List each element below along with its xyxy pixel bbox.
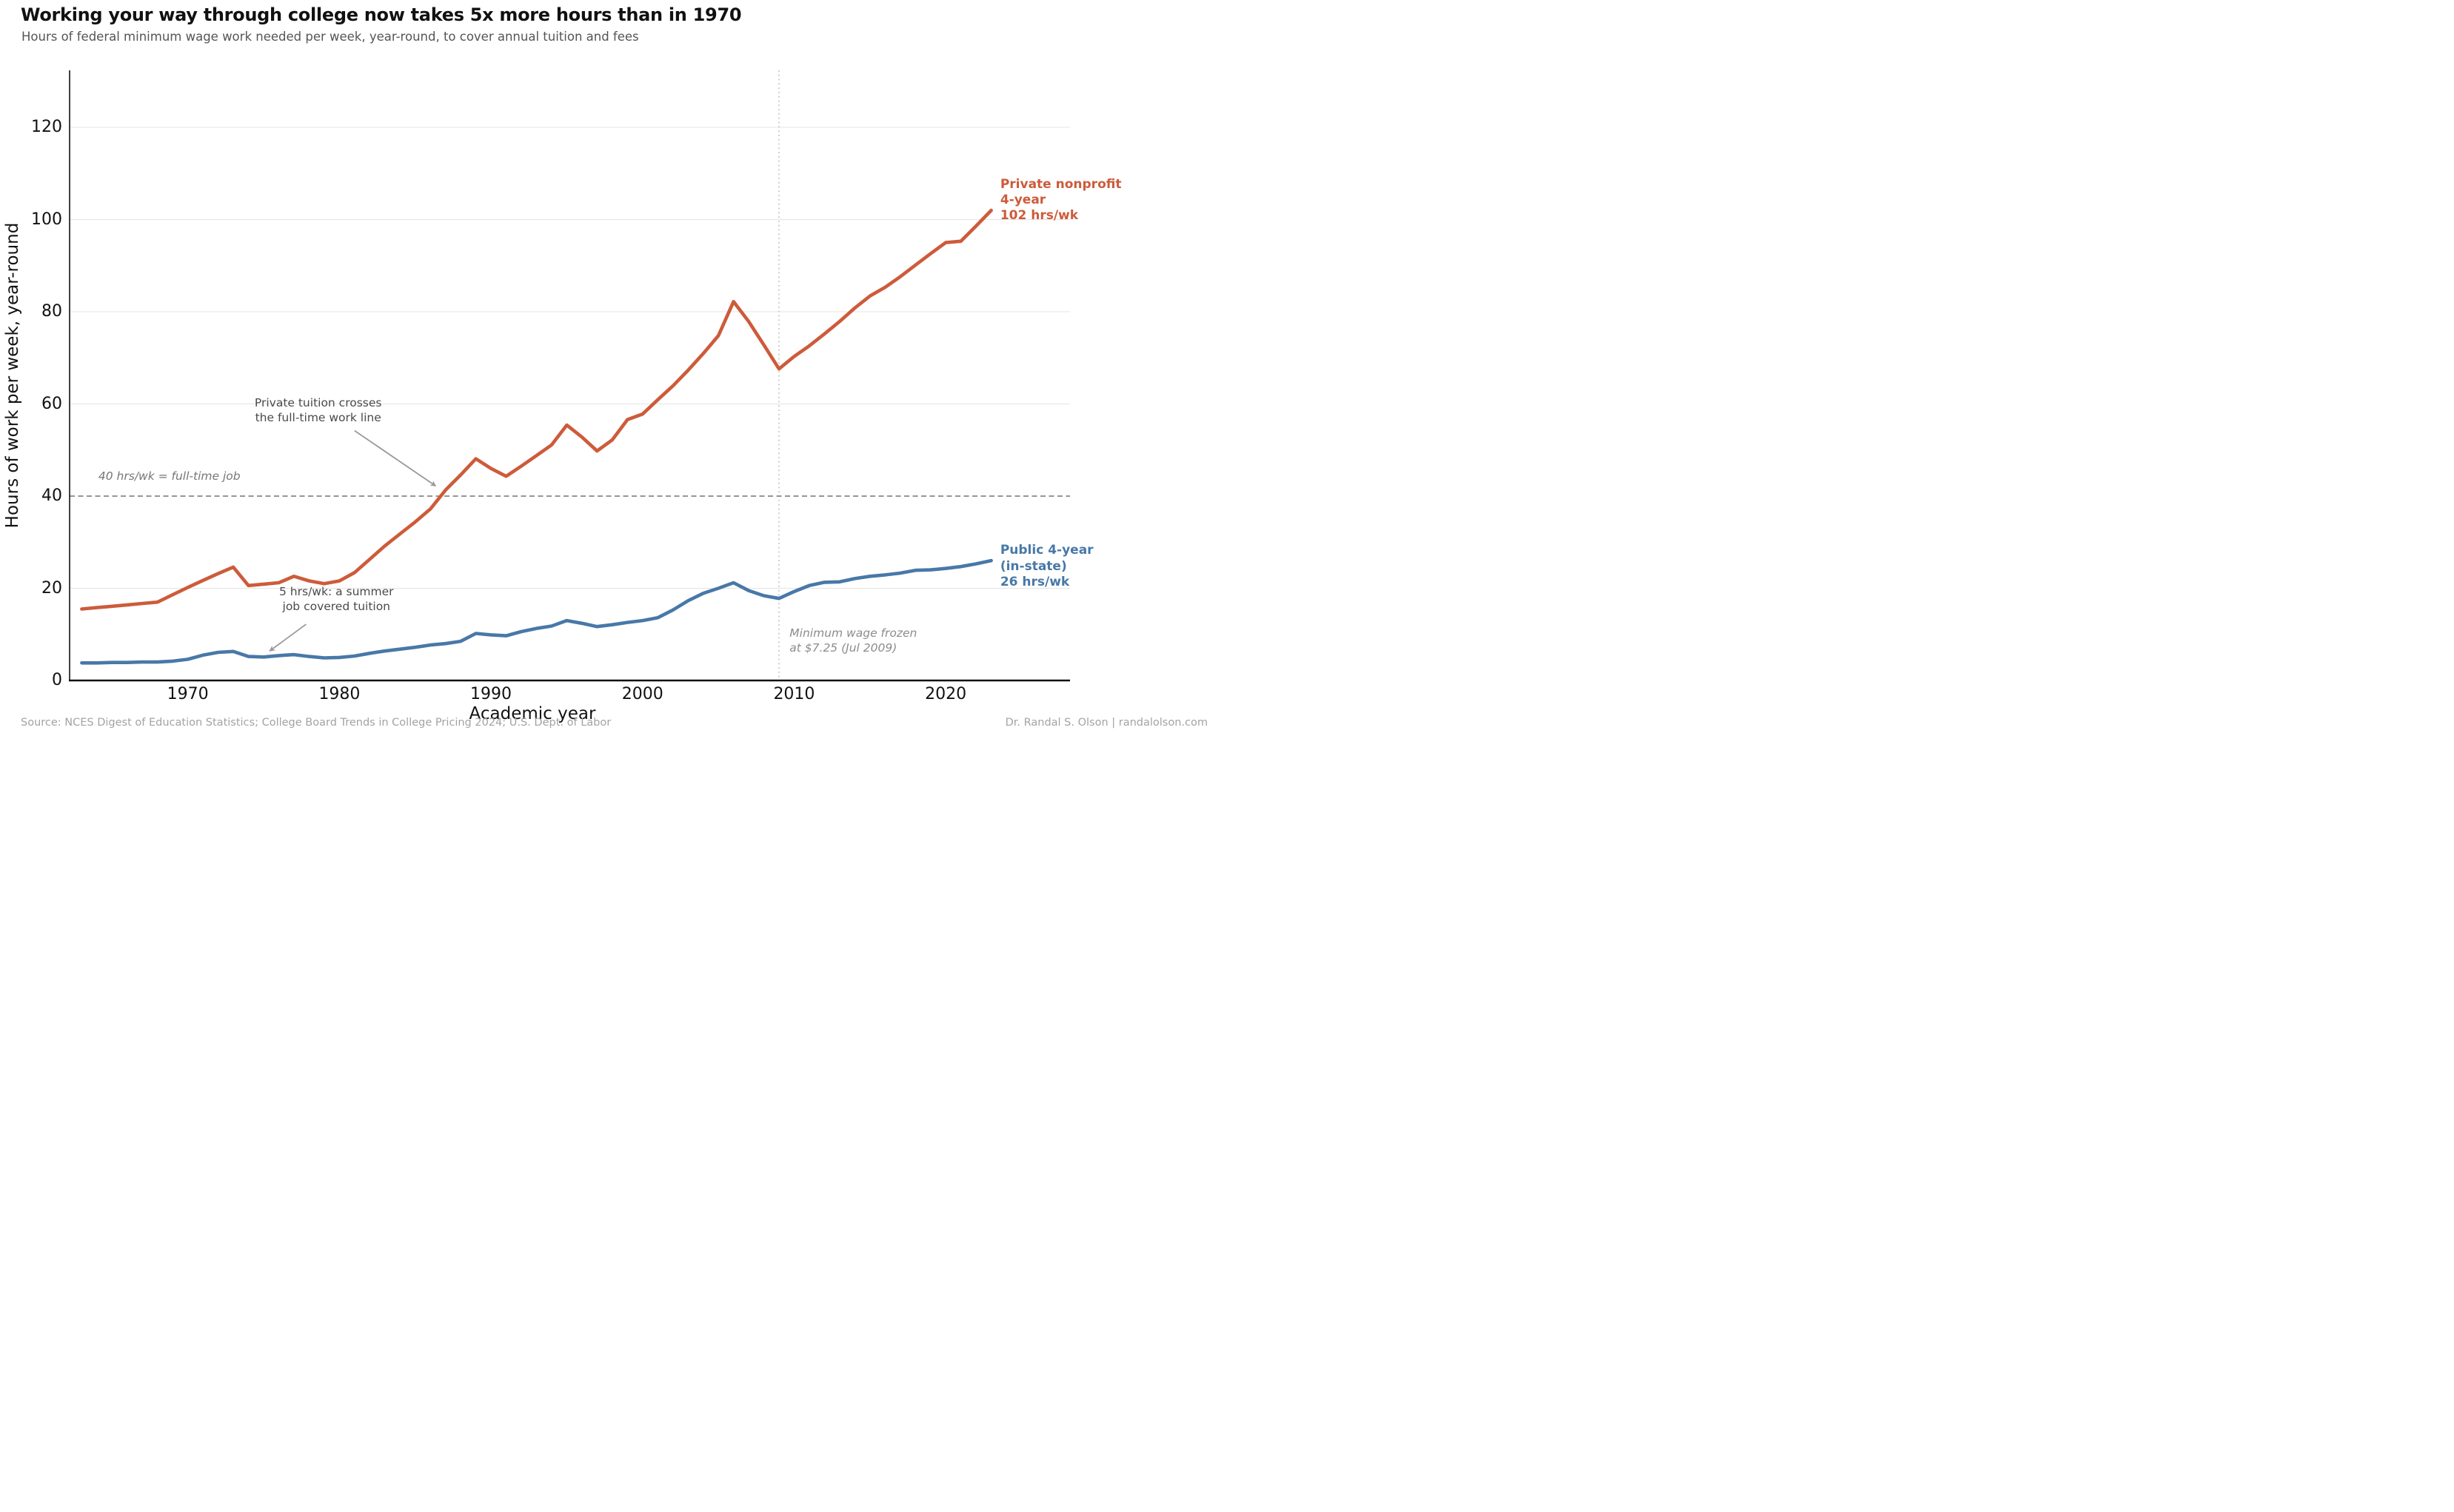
y-tick-label-80: 80	[41, 302, 62, 321]
footer: Source: NCES Digest of Education Statist…	[21, 717, 1208, 729]
x-tick-label-2010: 2010	[773, 685, 815, 703]
x-tick-label-1980: 1980	[318, 685, 361, 703]
series-line-public-4-year-in-state-	[80, 558, 993, 665]
series-line-private-nonprofit-4-year	[80, 208, 993, 611]
page-subtitle: Hours of federal minimum wage work neede…	[21, 30, 639, 44]
plot-area	[69, 70, 1070, 682]
series-label-public-4year: Public 4-year (in-state) 26 hrs/wk	[1000, 543, 1094, 589]
y-tick-label-40: 40	[41, 486, 62, 505]
y-tick-label-120: 120	[31, 118, 62, 136]
annotation-private-crosses: Private tuition crosses the full-time wo…	[254, 395, 382, 425]
author-credit: Dr. Randal S. Olson | randalolson.com	[1005, 717, 1208, 729]
y-axis-title: Hours of work per week, year-round	[3, 222, 22, 529]
chart-canvas: Working your way through college now tak…	[0, 0, 1227, 756]
series-label-private-nonprofit: Private nonprofit 4-year 102 hrs/wk	[1000, 176, 1122, 223]
x-tick-label-2000: 2000	[621, 685, 663, 703]
page-title: Working your way through college now tak…	[21, 4, 742, 25]
y-tick-label-100: 100	[31, 210, 62, 229]
source-note: Source: NCES Digest of Education Statist…	[21, 717, 612, 729]
y-tick-label-20: 20	[41, 578, 62, 598]
fulltime-reference-label: 40 hrs/wk = full-time job	[98, 469, 241, 484]
annotation-summer-job: 5 hrs/wk: a summer job covered tuition	[279, 584, 394, 614]
x-axis-title: Academic year	[469, 704, 596, 723]
y-tick-label-0: 0	[52, 671, 62, 689]
annotation-arrow-summer-job	[269, 623, 307, 652]
minwage-freeze-label: Minimum wage frozen at $7.25 (Jul 2009)	[789, 626, 917, 655]
x-tick-label-2020: 2020	[925, 685, 967, 703]
x-tick-label-1990: 1990	[470, 685, 512, 703]
y-tick-label-60: 60	[41, 394, 62, 413]
x-tick-label-1970: 1970	[167, 685, 209, 703]
annotation-arrow-private-crosses-fulltime	[354, 429, 437, 487]
